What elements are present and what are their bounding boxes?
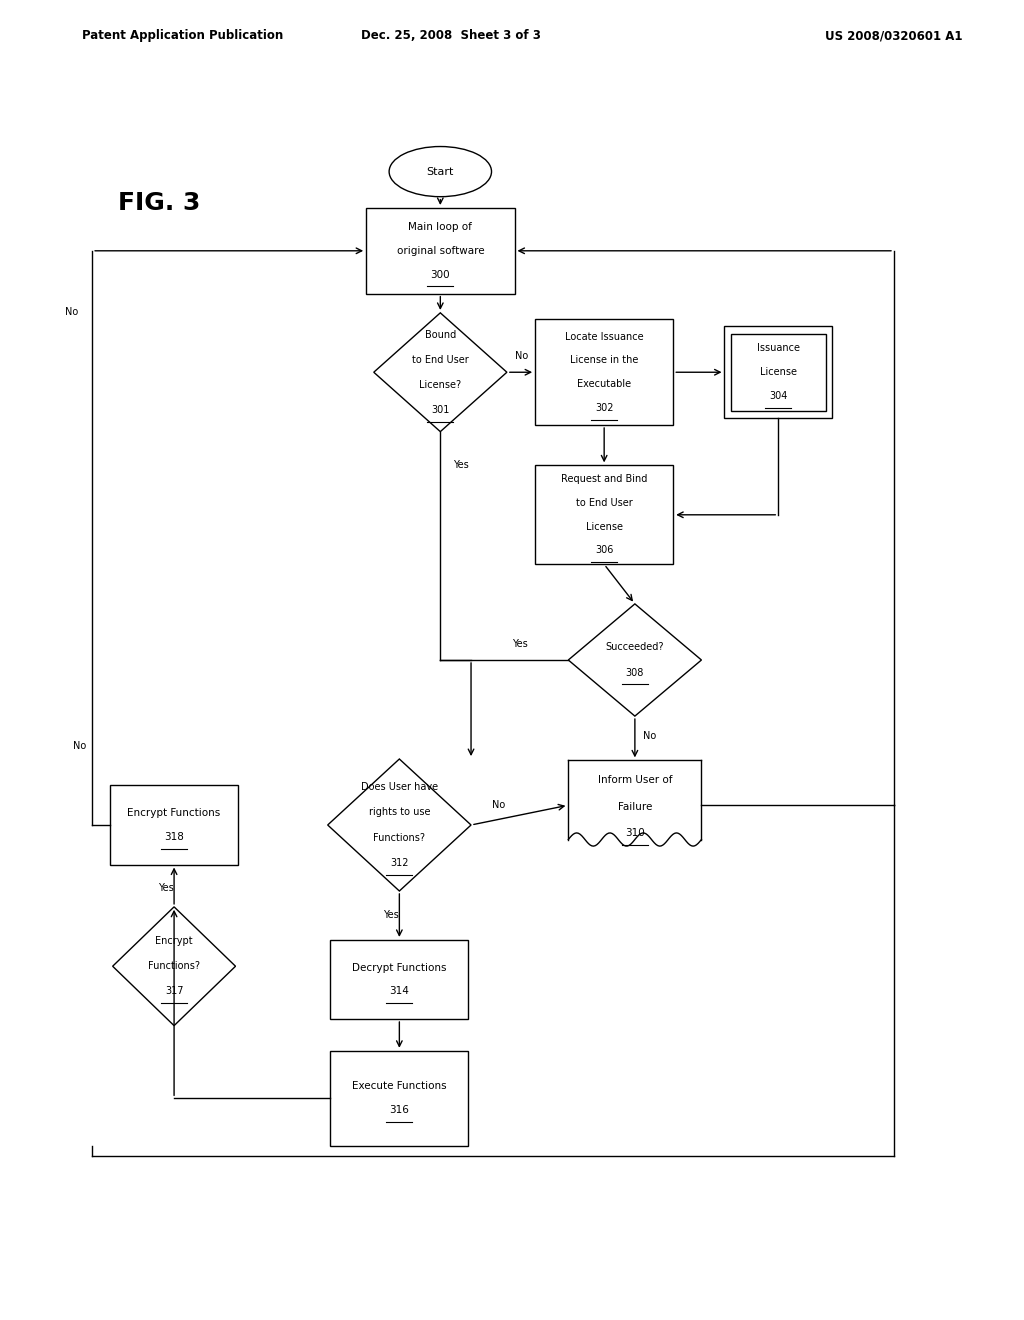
Text: License?: License? [419, 380, 462, 389]
Text: 302: 302 [595, 403, 613, 413]
Text: Executable: Executable [578, 379, 631, 389]
Text: 314: 314 [389, 986, 410, 997]
FancyBboxPatch shape [330, 940, 469, 1019]
Text: Yes: Yes [512, 639, 527, 649]
Text: Yes: Yes [158, 883, 174, 894]
Text: 312: 312 [390, 858, 409, 867]
Text: Functions?: Functions? [374, 833, 425, 842]
Polygon shape [328, 759, 471, 891]
FancyBboxPatch shape [367, 207, 514, 293]
Text: 304: 304 [769, 391, 787, 401]
Polygon shape [568, 605, 701, 715]
Text: Request and Bind: Request and Bind [561, 474, 647, 484]
Text: Bound: Bound [425, 330, 456, 339]
Polygon shape [113, 907, 236, 1026]
Text: Dec. 25, 2008  Sheet 3 of 3: Dec. 25, 2008 Sheet 3 of 3 [360, 29, 541, 42]
Text: License: License [586, 521, 623, 532]
Text: 301: 301 [431, 405, 450, 414]
FancyBboxPatch shape [111, 785, 238, 865]
Text: Yes: Yes [453, 459, 468, 470]
Text: No: No [492, 800, 505, 810]
Text: No: No [74, 741, 86, 751]
Text: 310: 310 [625, 828, 645, 838]
Text: Succeeded?: Succeeded? [605, 643, 665, 652]
Text: Issuance: Issuance [757, 343, 800, 354]
Text: Inform User of: Inform User of [598, 775, 672, 785]
Text: No: No [643, 731, 656, 741]
FancyBboxPatch shape [535, 319, 674, 425]
Text: No: No [515, 351, 528, 362]
Text: License in the: License in the [570, 355, 638, 366]
Text: 308: 308 [626, 668, 644, 677]
Text: Locate Issuance: Locate Issuance [565, 331, 643, 342]
Text: 300: 300 [430, 269, 451, 280]
Text: Decrypt Functions: Decrypt Functions [352, 962, 446, 973]
Text: Main loop of: Main loop of [409, 222, 472, 232]
Polygon shape [374, 313, 507, 432]
Text: FIG. 3: FIG. 3 [118, 191, 200, 215]
Text: Start: Start [427, 166, 454, 177]
FancyBboxPatch shape [330, 1051, 469, 1146]
Text: Failure: Failure [617, 801, 652, 812]
FancyBboxPatch shape [731, 334, 825, 411]
Text: License: License [760, 367, 797, 378]
Text: Encrypt: Encrypt [156, 936, 193, 946]
Text: 317: 317 [165, 986, 183, 997]
Text: 318: 318 [164, 832, 184, 842]
Text: Patent Application Publication: Patent Application Publication [82, 29, 284, 42]
Text: Encrypt Functions: Encrypt Functions [127, 808, 221, 818]
Text: 316: 316 [389, 1105, 410, 1115]
Text: Does User have: Does User have [360, 783, 438, 792]
Text: Functions?: Functions? [148, 961, 200, 972]
Text: to End User: to End User [412, 355, 469, 364]
Text: to End User: to End User [575, 498, 633, 508]
FancyBboxPatch shape [535, 466, 674, 565]
FancyBboxPatch shape [725, 326, 831, 418]
Text: US 2008/0320601 A1: US 2008/0320601 A1 [825, 29, 963, 42]
Text: 306: 306 [595, 545, 613, 556]
Text: rights to use: rights to use [369, 808, 430, 817]
Text: Yes: Yes [383, 909, 399, 920]
Text: Execute Functions: Execute Functions [352, 1081, 446, 1092]
Text: original software: original software [396, 246, 484, 256]
Text: No: No [65, 306, 78, 317]
Ellipse shape [389, 147, 492, 197]
